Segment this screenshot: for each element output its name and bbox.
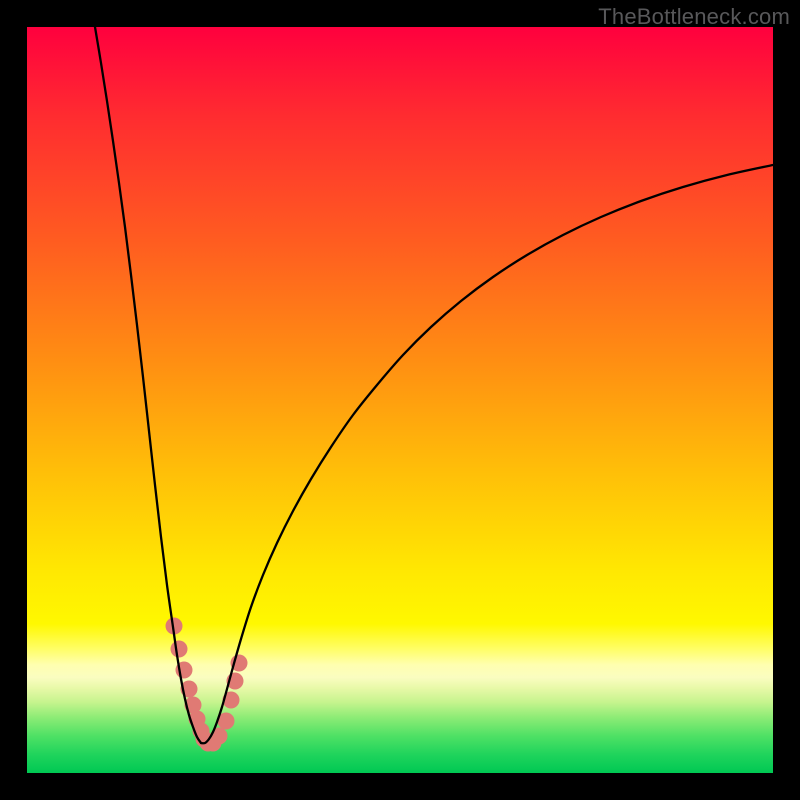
watermark-text: TheBottleneck.com xyxy=(598,4,790,30)
chart-frame: TheBottleneck.com xyxy=(0,0,800,800)
bottleneck-curve-chart xyxy=(27,27,773,773)
gradient-background xyxy=(27,27,773,773)
data-marker xyxy=(171,641,188,658)
plot-area xyxy=(27,27,773,773)
